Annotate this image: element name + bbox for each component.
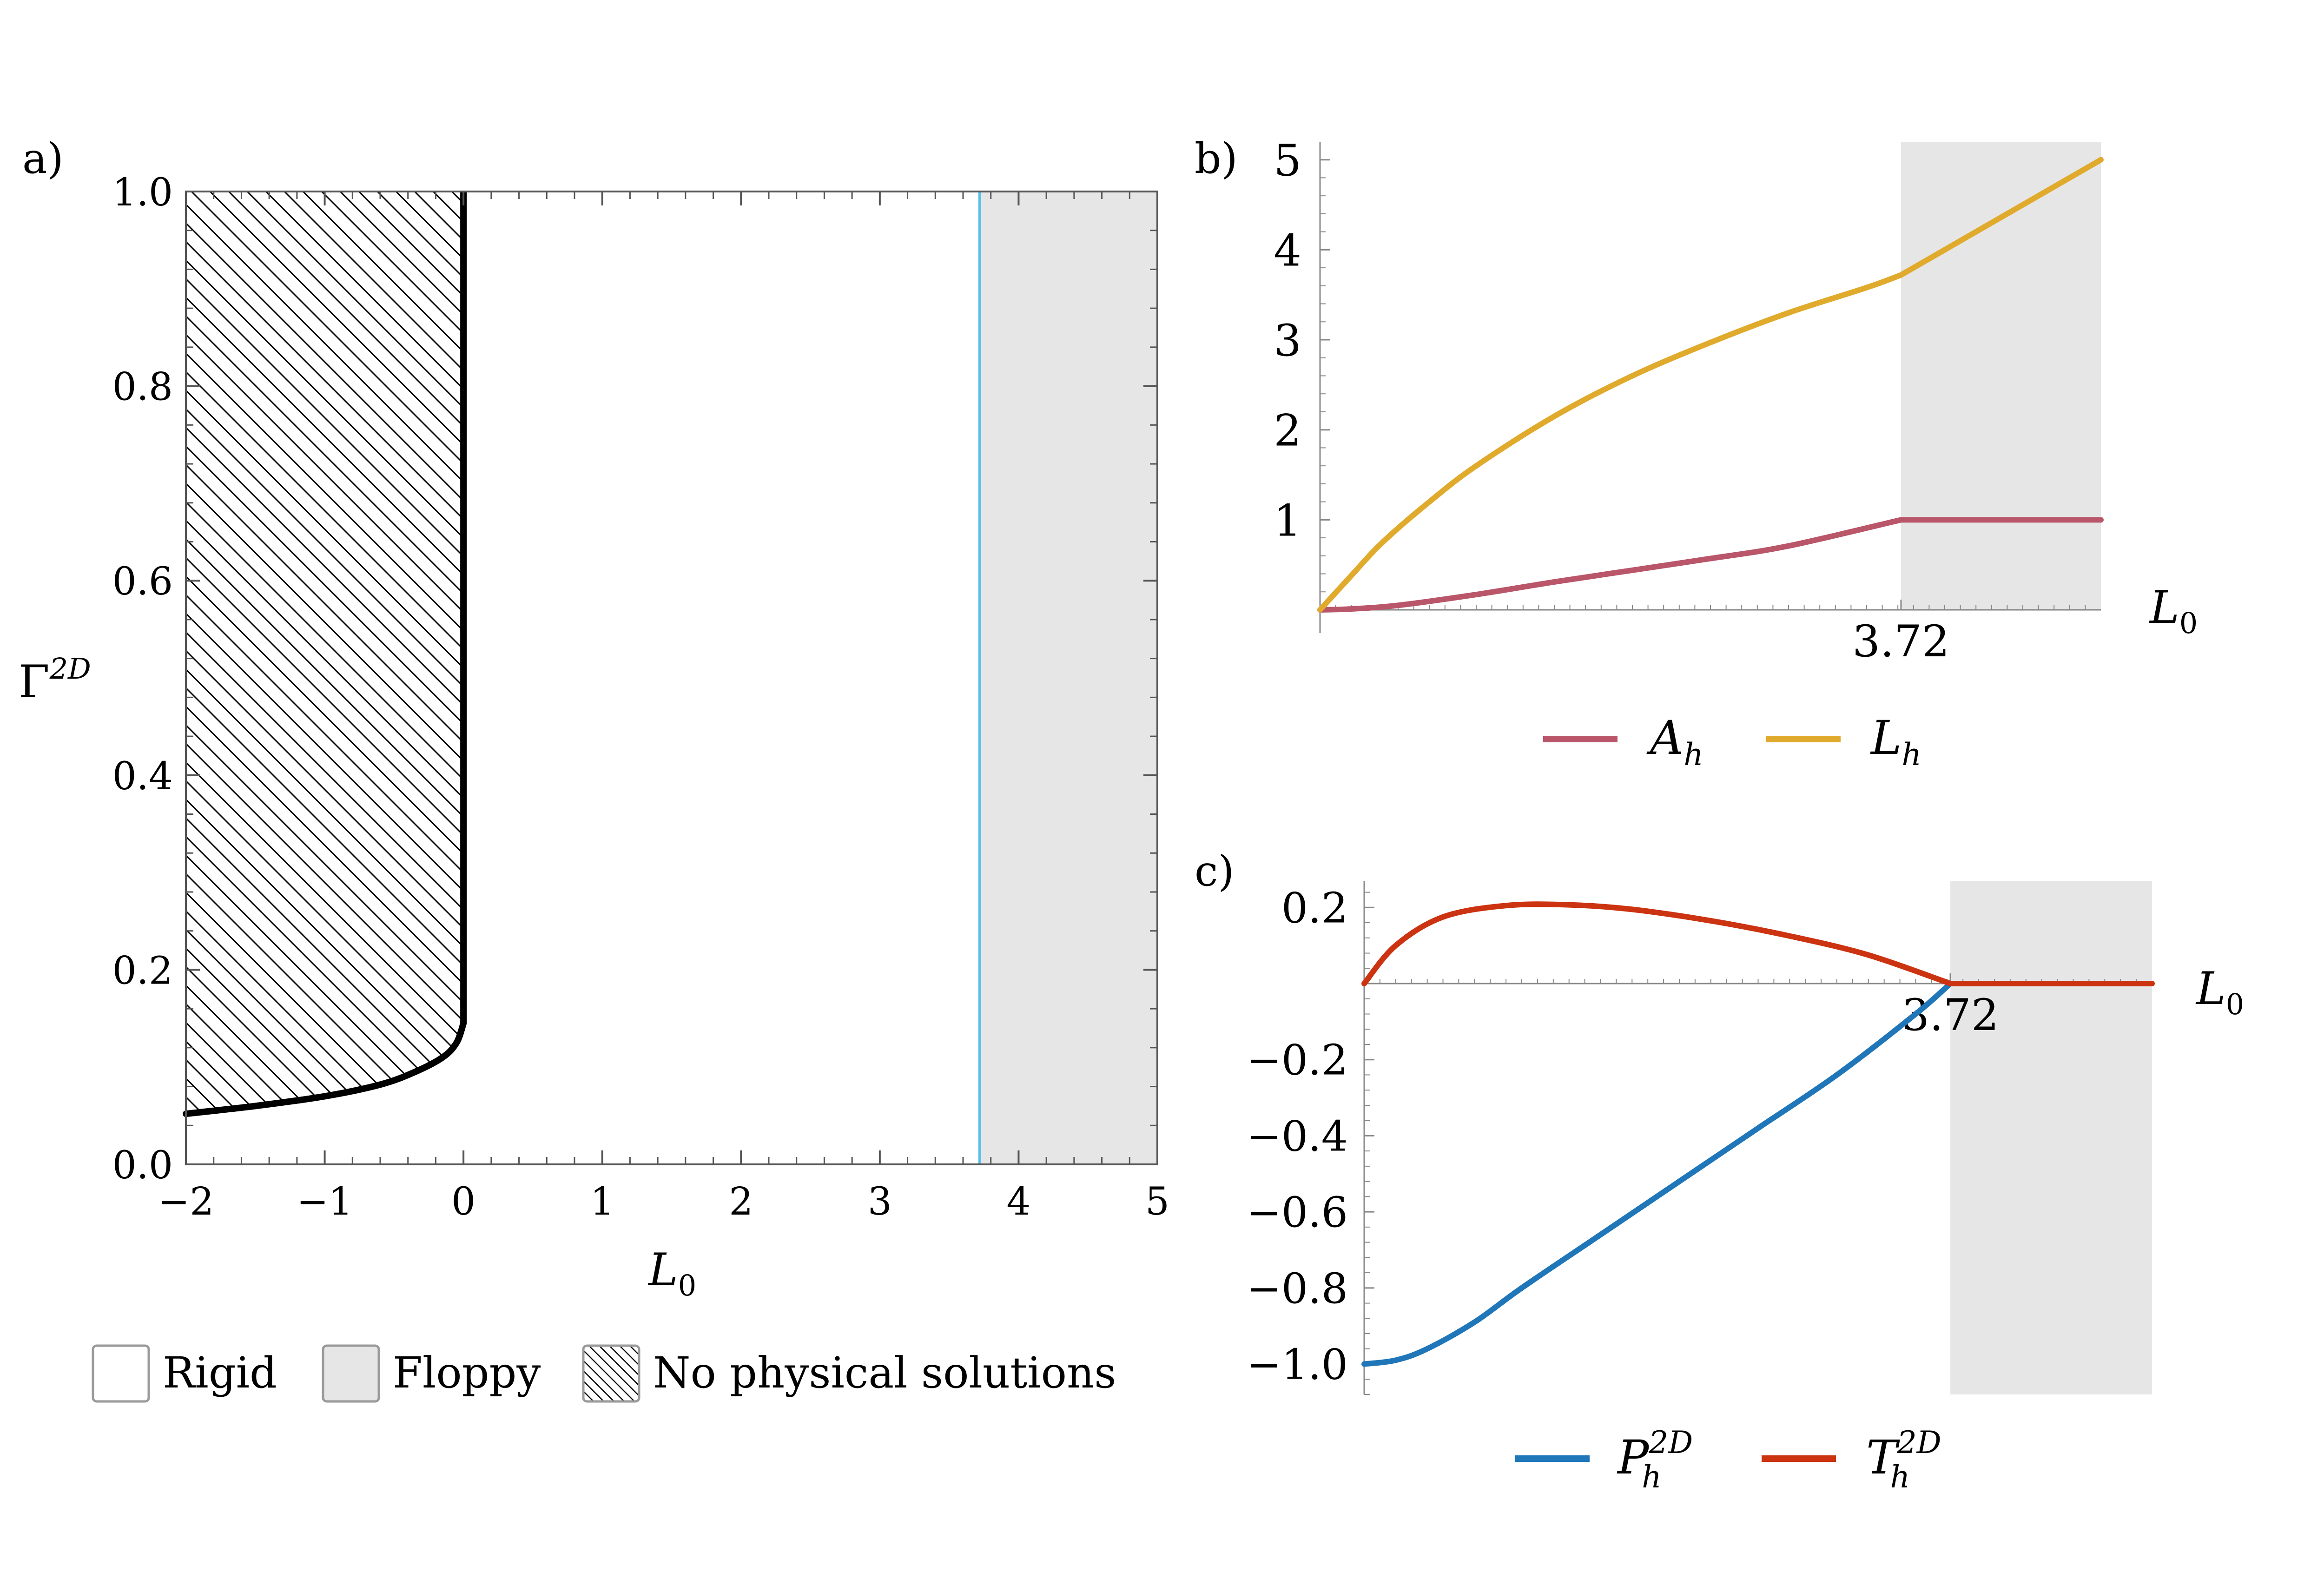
panel-a: a) Γ2D L0 −2 −1 0 1 2 3 4 5 0.0 0.2 0.4 0.6 0.8 1.0 <box>19 134 1169 1302</box>
panel-a-label: a) <box>22 134 64 183</box>
panel-b: b) L0 1 2 3 4 5 3.72 <box>1195 134 2198 667</box>
panel-a-xtick-label: 3 <box>868 1180 892 1224</box>
panel-a-ytick-label: 0.8 <box>112 365 173 410</box>
floppy-shade-b <box>1901 142 2101 610</box>
panel-a-xtick-label: 2 <box>729 1180 753 1224</box>
panel-a-ylabel: Γ2D <box>19 652 91 708</box>
panel-a-ytick-label: 0.2 <box>112 949 173 993</box>
series-p-h-2d <box>1361 981 1954 1367</box>
legend-a-swatch-rigid <box>92 1344 150 1403</box>
series-t-h-2d <box>1361 901 2155 986</box>
panel-c-label: c) <box>1195 847 1235 896</box>
panel-b-xtick-label: 3.72 <box>1852 616 1949 667</box>
panel-a-ytick-label: 0.0 <box>112 1143 173 1188</box>
panel-c-ytick-label: −0.4 <box>1246 1112 1348 1161</box>
legend-c: P2D h T2D h <box>1515 1425 1941 1495</box>
boundary-curve <box>183 1020 467 1117</box>
legend-a: Rigid Floppy No physical solutions <box>92 1344 1116 1403</box>
panel-b-ytick-label: 2 <box>1274 406 1301 456</box>
panel-c-xlabel: L0 <box>2195 963 2244 1021</box>
panel-a-ytick-label: 0.4 <box>112 754 173 799</box>
legend-b-label-l-h: Lh <box>1870 711 1921 773</box>
panel-b-ytick-label: 5 <box>1274 136 1301 186</box>
panel-a-xtick-label: 0 <box>451 1180 475 1224</box>
panel-a-xtick-label: −2 <box>158 1180 214 1224</box>
panel-b-ytick-label: 3 <box>1274 316 1301 366</box>
panel-c-ytick-label: −1.0 <box>1246 1341 1348 1389</box>
panel-b-ytick-label: 4 <box>1274 225 1301 276</box>
legend-a-label-rigid: Rigid <box>163 1348 277 1398</box>
series-l-h <box>1317 157 2104 613</box>
panel-b-ytick-label: 1 <box>1274 496 1301 546</box>
panel-a-xtick-label: 5 <box>1145 1180 1169 1224</box>
panel-c-ytick-label: −0.2 <box>1246 1036 1348 1085</box>
floppy-region <box>979 192 1157 1164</box>
floppy-shade-c <box>1950 881 2152 1394</box>
legend-c-label-t-h: T2D h <box>1866 1425 1941 1495</box>
legend-b-label-a-h: Ah <box>1646 711 1703 773</box>
legend-a-swatch-floppy <box>322 1344 380 1403</box>
legend-a-label-floppy: Floppy <box>393 1348 541 1398</box>
panel-a-xtick-label: 1 <box>590 1180 614 1224</box>
panel-c-ytick-label: −0.8 <box>1246 1264 1348 1313</box>
legend-c-label-p-h: P2D h <box>1617 1425 1693 1495</box>
legend-a-label-no-physical: No physical solutions <box>653 1348 1116 1398</box>
panel-c: c) L0 0.2−0.2−0.4−0.6−0.8−1.03.72 <box>1195 847 2244 1395</box>
panel-a-ytick-label: 0.6 <box>112 560 173 604</box>
panel-a-frame <box>185 191 1158 1165</box>
legend-b: Ah Lh <box>1543 711 1921 773</box>
panel-a-xtick-label: 4 <box>1006 1180 1030 1224</box>
legend-a-swatch-no-physical <box>582 1344 640 1403</box>
series-a-h <box>1317 517 2104 613</box>
panel-b-label: b) <box>1195 134 1238 183</box>
panel-c-ytick-label: 0.2 <box>1281 884 1348 932</box>
panel-c-ytick-label: −0.6 <box>1246 1188 1348 1237</box>
panel-a-xtick-label: −1 <box>297 1180 353 1224</box>
panel-a-ytick-label: 1.0 <box>112 171 173 215</box>
panel-a-xlabel: L0 <box>647 1244 696 1302</box>
no-physical-solutions-region <box>186 192 464 1114</box>
panel-b-xlabel: L0 <box>2149 581 2198 640</box>
